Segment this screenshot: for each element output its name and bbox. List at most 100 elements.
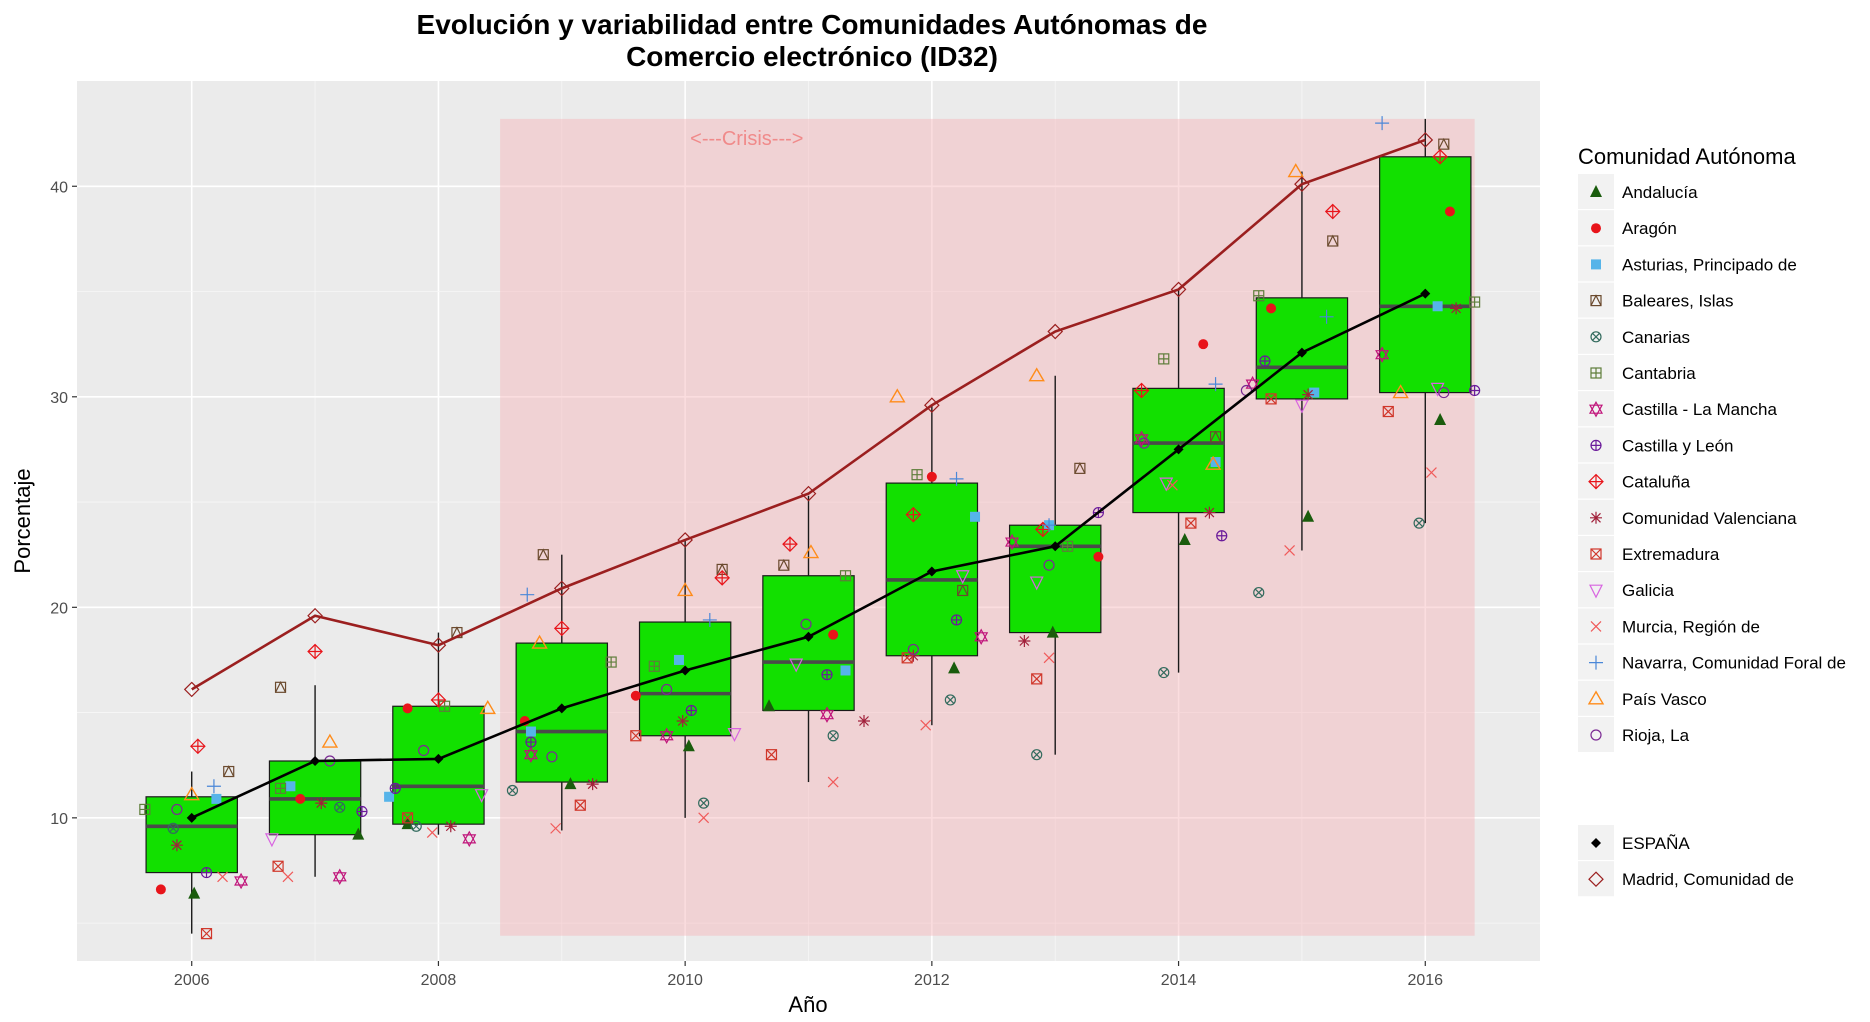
data-point: [1302, 509, 1315, 522]
data-point: [523, 746, 538, 763]
data-point: [676, 582, 694, 597]
line-point: [1420, 288, 1431, 299]
legend-marker: [1588, 871, 1604, 888]
data-point: [274, 782, 287, 794]
legend-label: Comunidad Valenciana: [1622, 509, 1797, 528]
data-point: [1028, 367, 1045, 382]
data-point: [444, 820, 457, 833]
legend-item: Rioja, La: [1578, 717, 1690, 752]
data-point: [765, 749, 778, 761]
legend-marker: [1590, 294, 1602, 307]
legend-item: Cantabria: [1578, 355, 1696, 390]
data-point: [285, 781, 296, 792]
data-point: [763, 699, 776, 712]
data-point: [648, 660, 660, 672]
legend: Andalucía Aragón Asturias, Principado de Ba…: [1578, 174, 1846, 897]
x-tick-label: 2014: [1161, 972, 1197, 989]
data-point: [1253, 290, 1265, 302]
data-point: [1432, 148, 1448, 165]
axes: 2006 2008 2010 2012 2014 2016 10 20 30 40: [50, 179, 1443, 989]
legend-marker: [1591, 259, 1601, 270]
data-point: [1319, 309, 1334, 324]
data-point: [1426, 467, 1437, 479]
series-points: [171, 384, 1450, 816]
data-point: [802, 544, 820, 559]
data-point: [1138, 437, 1150, 449]
data-point: [970, 511, 981, 522]
legend-label: Asturias, Principado de: [1622, 255, 1797, 274]
data-point: [356, 805, 368, 818]
legend-item: Andalucía: [1578, 174, 1698, 209]
line-point: [677, 532, 693, 548]
data-point: [630, 690, 641, 701]
data-point: [1158, 666, 1170, 679]
legend-key: [1578, 680, 1614, 716]
line-point: [1173, 444, 1184, 455]
data-point: [605, 656, 617, 668]
legend-item: Canarias: [1578, 318, 1690, 354]
boxplot-2008: [392, 632, 485, 835]
data-point: [170, 839, 183, 852]
data-point: [307, 643, 323, 660]
legend-item: Comunidad Valenciana: [1578, 499, 1797, 535]
data-point: [659, 727, 674, 744]
legend-item: País Vasco: [1578, 680, 1707, 716]
data-point: [907, 649, 920, 662]
legend-marker: [1589, 655, 1603, 670]
line-series: [191, 138, 1426, 691]
data-point: [1253, 586, 1265, 599]
legend-label: Baleares, Islas: [1622, 292, 1734, 311]
series-points: [183, 163, 1409, 801]
data-point: [1005, 533, 1020, 551]
boxplot-2006: [145, 771, 238, 934]
line-point: [1050, 541, 1061, 552]
data-point: [206, 779, 221, 794]
data-point: [546, 751, 558, 763]
data-point: [1324, 203, 1341, 220]
data-point: [188, 886, 201, 899]
data-point: [190, 738, 206, 755]
data-point: [827, 730, 839, 742]
data-point: [1287, 163, 1304, 178]
data-point: [1444, 206, 1455, 217]
data-point: [155, 884, 166, 895]
data-point: [217, 871, 228, 883]
series-points: [234, 346, 1390, 890]
box: [392, 705, 485, 825]
data-point: [1259, 355, 1271, 367]
y-tick-label: 10: [50, 811, 68, 828]
legend-label: Madrid, Comunidad de: [1622, 870, 1794, 889]
legend-label: Cataluña: [1622, 473, 1691, 492]
series-points: [200, 393, 1394, 940]
crisis-label: <---Crisis--->: [690, 128, 803, 150]
data-point: [1203, 506, 1216, 519]
data-point: [334, 801, 346, 813]
data-point: [332, 868, 347, 886]
legend-label: ESPAÑA: [1622, 834, 1690, 853]
data-point: [1061, 540, 1074, 552]
data-point: [1031, 749, 1043, 761]
data-point: [1266, 303, 1277, 314]
legend-item: Murcia, Región de: [1578, 608, 1760, 644]
data-point: [955, 570, 970, 585]
line-point: [186, 812, 197, 823]
data-point: [702, 612, 717, 627]
legend-label: Canarias: [1622, 328, 1690, 347]
data-point: [418, 744, 430, 757]
line-point: [1417, 132, 1434, 148]
data-point: [673, 654, 684, 665]
data-point: [1327, 234, 1339, 247]
data-point: [685, 704, 697, 717]
data-point: [676, 715, 689, 727]
series-points: [264, 382, 1445, 848]
data-point: [479, 699, 496, 715]
data-point: [1245, 375, 1260, 393]
data-point: [901, 652, 913, 664]
data-point: [727, 728, 742, 742]
x-tick-label: 2016: [1407, 972, 1443, 989]
data-point: [1031, 673, 1043, 685]
legend-item: Castilla - La Mancha: [1578, 391, 1778, 427]
data-point: [1469, 384, 1481, 397]
data-point: [426, 827, 438, 839]
line-point: [1296, 347, 1307, 358]
